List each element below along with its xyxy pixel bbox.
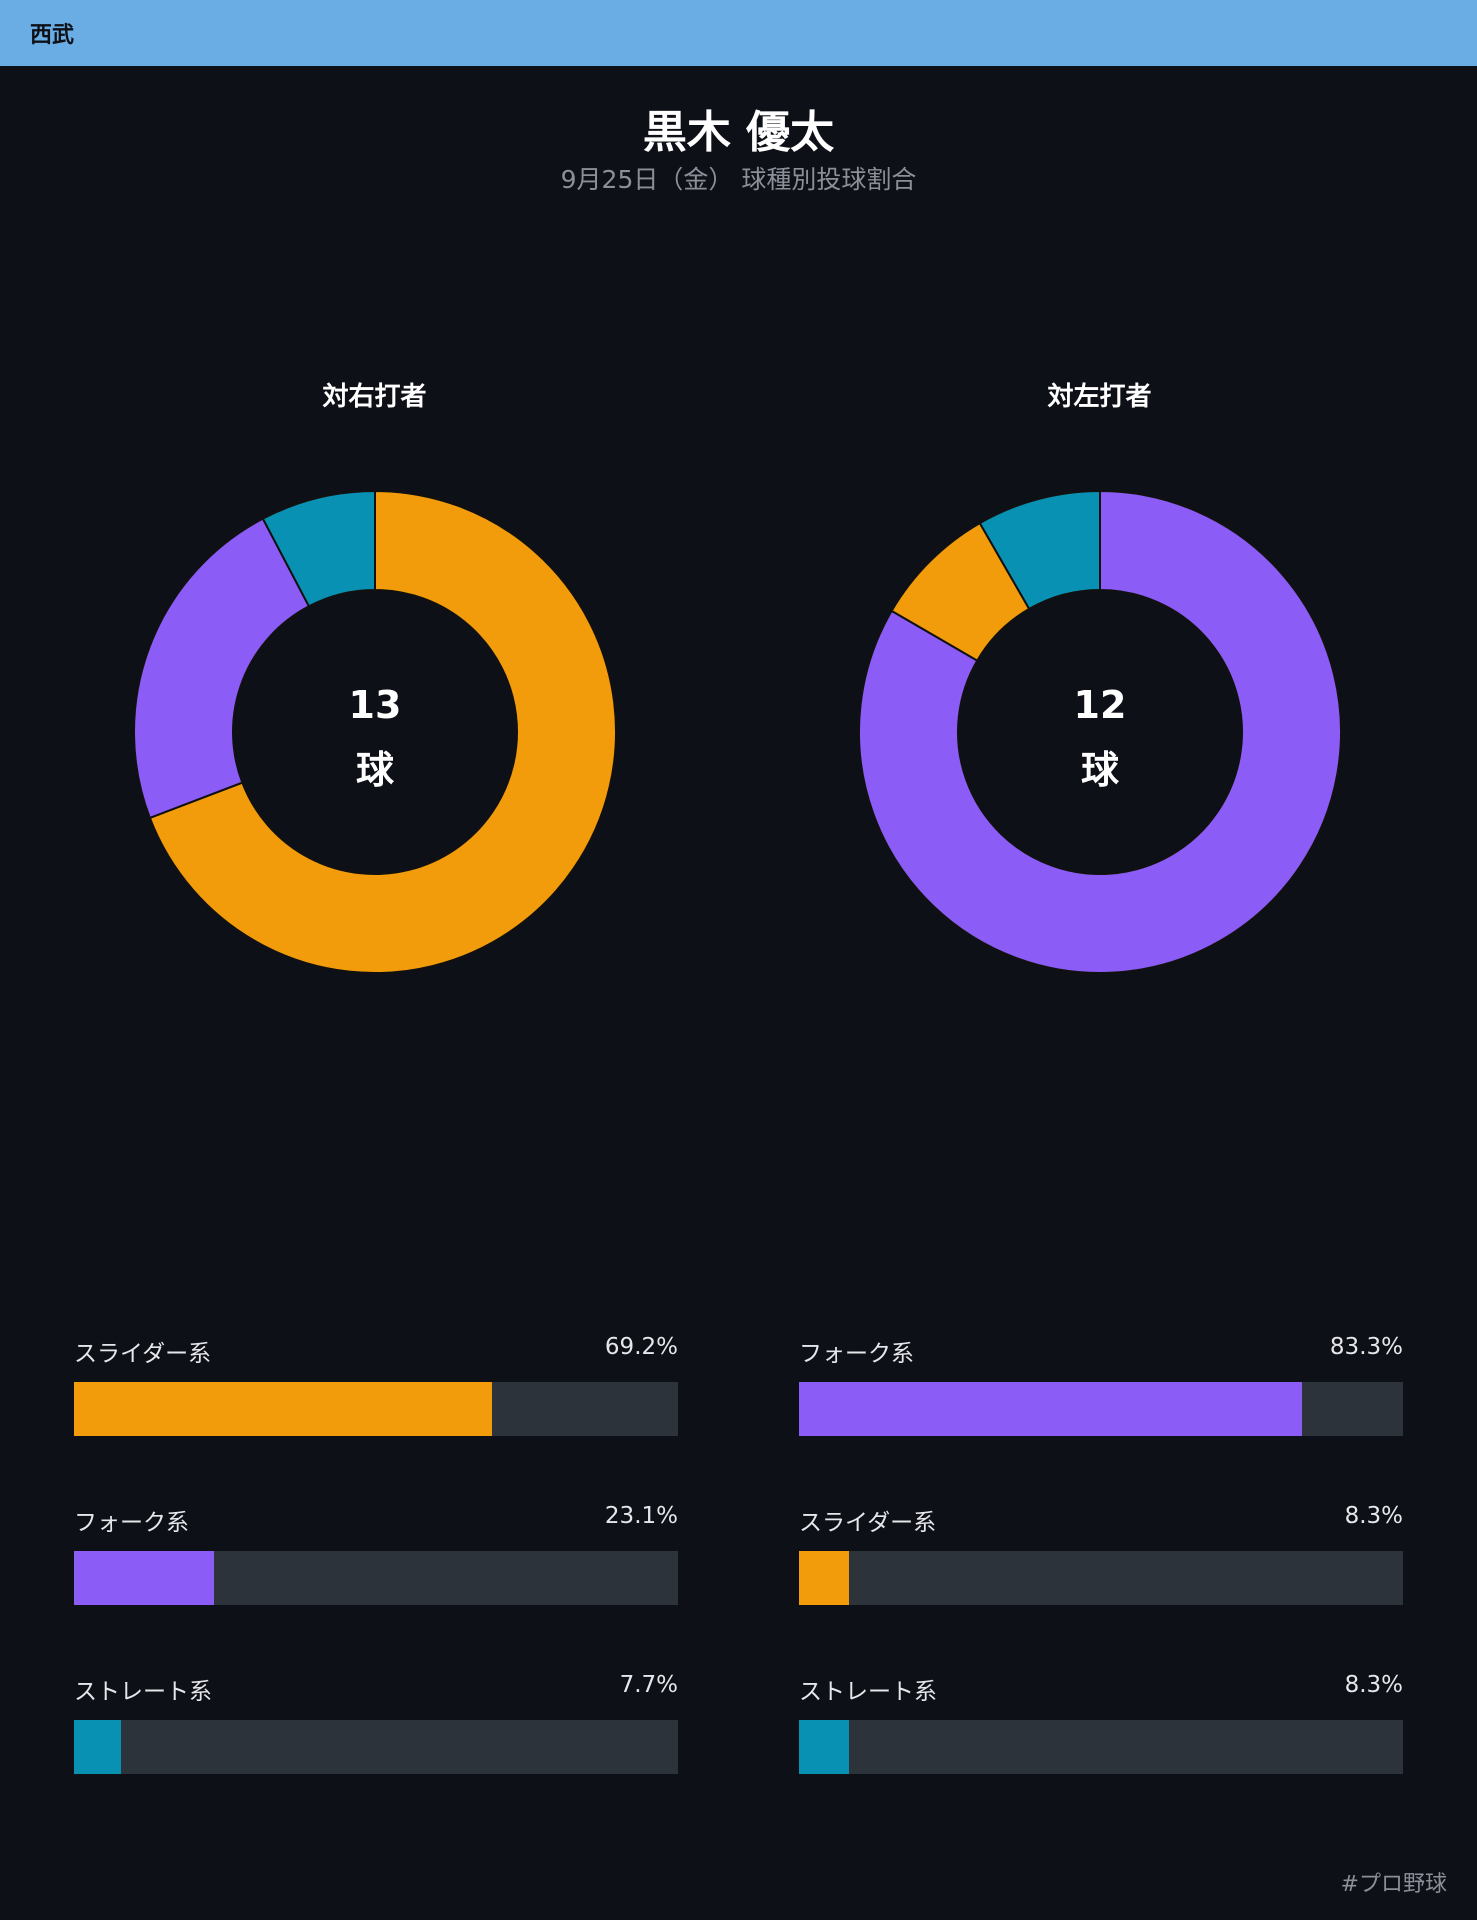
breakdown-row: ストレート系 8.3% <box>799 1672 1403 1774</box>
bar-track <box>74 1382 678 1436</box>
breakdown-row: スライダー系 69.2% <box>74 1334 678 1436</box>
donut-slice <box>858 490 1342 974</box>
total-pitch-count-right: 13 <box>348 683 402 727</box>
pitch-percent-label: 8.3% <box>1344 1672 1403 1698</box>
bar-track <box>74 1551 678 1605</box>
pitch-type-label: スライダー系 <box>74 1341 212 1367</box>
page-title: 黒木 優太 <box>642 107 835 158</box>
breakdown-row: フォーク系 23.1% <box>74 1503 678 1605</box>
bar-track <box>799 1382 1403 1436</box>
bar-track <box>799 1720 1403 1774</box>
bar-fill <box>799 1551 850 1605</box>
pitch-percent-label: 83.3% <box>1329 1334 1403 1360</box>
donut-chart-left-batters <box>858 490 1342 974</box>
bar-fill <box>74 1382 492 1436</box>
bar-track <box>74 1720 678 1774</box>
total-pitch-count-left: 12 <box>1073 683 1127 727</box>
chart-title-right-batters: 対右打者 <box>322 382 427 412</box>
hashtag-label: #プロ野球 <box>1340 1872 1447 1897</box>
donut-slice <box>148 490 617 974</box>
pitch-type-label: スライダー系 <box>799 1510 937 1536</box>
bar-fill <box>799 1720 850 1774</box>
pitch-type-label: ストレート系 <box>799 1679 937 1705</box>
bar-fill <box>799 1382 1303 1436</box>
pitch-percent-label: 7.7% <box>619 1672 678 1698</box>
breakdown-row: フォーク系 83.3% <box>799 1334 1403 1436</box>
bar-fill <box>74 1720 121 1774</box>
team-name: 西武 <box>30 23 75 48</box>
pitch-percent-label: 8.3% <box>1344 1503 1403 1529</box>
pitch-type-label: ストレート系 <box>74 1679 212 1705</box>
donut-slice <box>261 490 376 608</box>
page-subtitle: 9月25日（金） 球種別投球割合 <box>560 165 917 194</box>
donut-slice <box>133 517 311 820</box>
chart-title-left-batters: 対左打者 <box>1047 382 1152 412</box>
bar-track <box>799 1551 1403 1605</box>
bar-fill <box>74 1551 214 1605</box>
pitch-type-label: フォーク系 <box>74 1510 189 1536</box>
pitch-percent-label: 69.2% <box>604 1334 678 1360</box>
breakdown-row: スライダー系 8.3% <box>799 1503 1403 1605</box>
donut-chart-right-batters <box>133 490 617 974</box>
pitch-type-label: フォーク系 <box>799 1341 914 1367</box>
breakdown-row: ストレート系 7.7% <box>74 1672 678 1774</box>
donut-slice <box>978 490 1101 611</box>
pitch-unit-left: 球 <box>1080 748 1119 792</box>
pitch-percent-label: 23.1% <box>604 1503 678 1529</box>
pitch-unit-right: 球 <box>355 748 394 792</box>
team-header-bar: 西武 <box>0 0 1477 66</box>
